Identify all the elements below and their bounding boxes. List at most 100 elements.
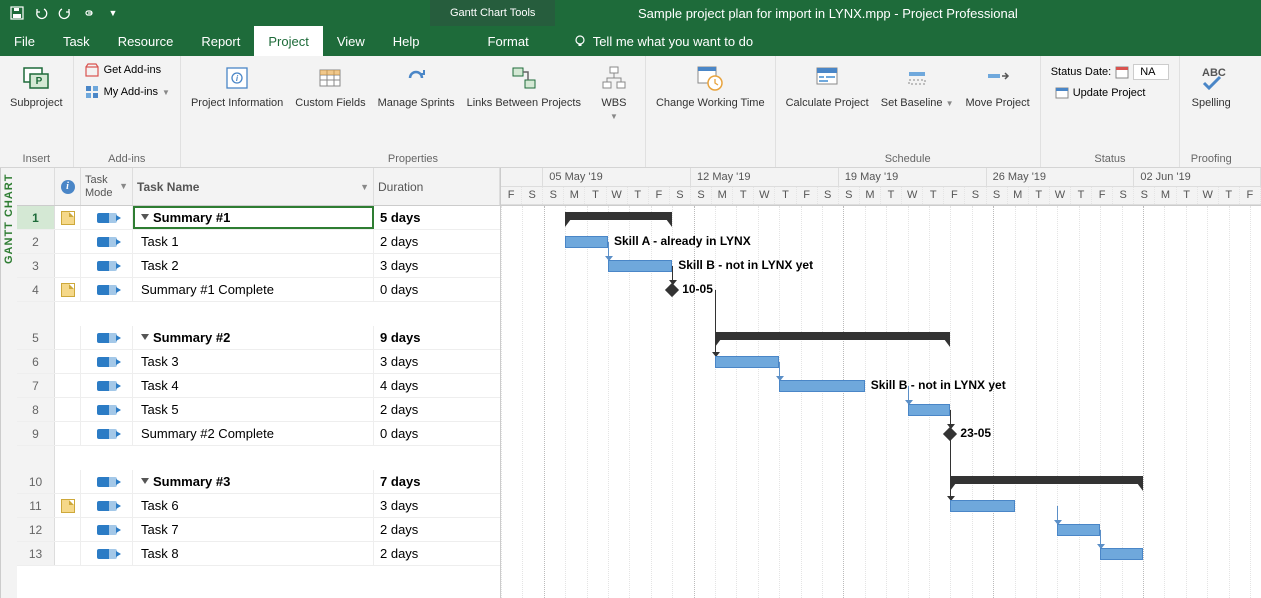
duration-cell[interactable]: 3 days: [374, 350, 500, 373]
menu-tab-file[interactable]: File: [0, 26, 49, 56]
menu-tab-resource[interactable]: Resource: [104, 26, 188, 56]
task-mode-cell[interactable]: [81, 278, 133, 301]
row-number[interactable]: 4: [17, 278, 55, 301]
collapse-icon[interactable]: [141, 214, 149, 220]
task-mode-cell[interactable]: [81, 374, 133, 397]
my-addins-button[interactable]: My Add-ins ▼: [80, 82, 174, 102]
duration-cell[interactable]: 0 days: [374, 422, 500, 445]
project-information-button[interactable]: iProject Information: [187, 60, 287, 146]
calculate-project-button[interactable]: Calculate Project: [782, 60, 873, 146]
duration-cell[interactable]: 2 days: [374, 398, 500, 421]
task-name-cell[interactable]: Task 7: [133, 518, 374, 541]
task-mode-cell[interactable]: [81, 398, 133, 421]
row-number[interactable]: 7: [17, 374, 55, 397]
subproject-button[interactable]: P Subproject: [6, 60, 67, 146]
row-number[interactable]: 8: [17, 398, 55, 421]
milestone[interactable]: [943, 427, 957, 441]
task-mode-cell[interactable]: [81, 518, 133, 541]
indicators-header[interactable]: i: [55, 168, 81, 205]
change-working-time-button[interactable]: Change Working Time: [652, 60, 769, 146]
task-mode-header[interactable]: Task Mode▼: [81, 168, 133, 205]
tell-me[interactable]: Tell me what you want to do: [573, 26, 753, 56]
task-name-cell[interactable]: Task 8: [133, 542, 374, 565]
task-mode-cell[interactable]: [81, 206, 133, 229]
link-icon[interactable]: [80, 4, 98, 22]
duration-cell[interactable]: 4 days: [374, 374, 500, 397]
task-name-cell[interactable]: Summary #3: [133, 470, 374, 493]
task-name-cell[interactable]: Summary #1 Complete: [133, 278, 374, 301]
task-name-cell[interactable]: Summary #2: [133, 326, 374, 349]
update-project-button[interactable]: Update Project: [1051, 84, 1170, 102]
menu-tab-project[interactable]: Project: [254, 26, 322, 56]
duration-cell[interactable]: 3 days: [374, 254, 500, 277]
summary-bar[interactable]: [950, 476, 1143, 484]
task-mode-cell[interactable]: [81, 542, 133, 565]
duration-cell[interactable]: 2 days: [374, 542, 500, 565]
task-row[interactable]: 12 Task 72 days: [17, 518, 500, 542]
task-row[interactable]: 8 Task 52 days: [17, 398, 500, 422]
task-row[interactable]: 9 Summary #2 Complete0 days: [17, 422, 500, 446]
duration-header[interactable]: Duration: [374, 168, 500, 205]
duration-cell[interactable]: 9 days: [374, 326, 500, 349]
task-row[interactable]: 6 Task 33 days: [17, 350, 500, 374]
collapse-icon[interactable]: [141, 478, 149, 484]
task-row[interactable]: 10Summary #37 days: [17, 470, 500, 494]
task-name-cell[interactable]: Summary #2 Complete: [133, 422, 374, 445]
gantt-bar[interactable]: [1100, 548, 1143, 560]
status-date-value[interactable]: NA: [1133, 64, 1169, 80]
task-row[interactable]: 7 Task 44 days: [17, 374, 500, 398]
row-number[interactable]: 1: [17, 206, 55, 229]
duration-cell[interactable]: 2 days: [374, 518, 500, 541]
row-number[interactable]: 10: [17, 470, 55, 493]
gantt-bar[interactable]: [779, 380, 865, 392]
menu-tab-view[interactable]: View: [323, 26, 379, 56]
row-number[interactable]: 5: [17, 326, 55, 349]
duration-cell[interactable]: 3 days: [374, 494, 500, 517]
set-baseline-button[interactable]: Set Baseline ▼: [877, 60, 958, 146]
redo-icon[interactable]: [56, 4, 74, 22]
task-mode-cell[interactable]: [81, 494, 133, 517]
move-project-button[interactable]: Move Project: [961, 60, 1033, 146]
task-name-header[interactable]: Task Name▼: [133, 168, 374, 205]
duration-cell[interactable]: 0 days: [374, 278, 500, 301]
undo-icon[interactable]: [32, 4, 50, 22]
summary-bar[interactable]: [565, 212, 672, 220]
qat-customize-icon[interactable]: ▼: [104, 4, 122, 22]
rownum-header[interactable]: [17, 168, 55, 205]
gantt-bar[interactable]: [950, 500, 1014, 512]
gantt-bar[interactable]: [715, 356, 779, 368]
summary-bar[interactable]: [715, 332, 950, 340]
gantt-bar[interactable]: [1057, 524, 1100, 536]
menu-tab-help[interactable]: Help: [379, 26, 434, 56]
task-name-cell[interactable]: Task 4: [133, 374, 374, 397]
task-mode-cell[interactable]: [81, 422, 133, 445]
row-number[interactable]: 2: [17, 230, 55, 253]
task-mode-cell[interactable]: [81, 230, 133, 253]
row-number[interactable]: 12: [17, 518, 55, 541]
task-mode-cell[interactable]: [81, 350, 133, 373]
task-row[interactable]: 4 Summary #1 Complete0 days: [17, 278, 500, 302]
task-row[interactable]: 5 Summary #29 days: [17, 326, 500, 350]
manage-sprints-button[interactable]: Manage Sprints: [374, 60, 459, 146]
task-name-cell[interactable]: Task 5: [133, 398, 374, 421]
duration-cell[interactable]: 2 days: [374, 230, 500, 253]
row-number[interactable]: 11: [17, 494, 55, 517]
links-between-projects-button[interactable]: Links Between Projects: [463, 60, 585, 146]
task-mode-cell[interactable]: [81, 470, 133, 493]
gantt-bar[interactable]: [608, 260, 672, 272]
row-number[interactable]: 13: [17, 542, 55, 565]
wbs-button[interactable]: WBS▼: [589, 60, 639, 146]
spelling-button[interactable]: ABCSpelling: [1186, 60, 1236, 146]
row-number[interactable]: 9: [17, 422, 55, 445]
row-number[interactable]: 6: [17, 350, 55, 373]
task-row[interactable]: 13 Task 82 days: [17, 542, 500, 566]
task-name-cell[interactable]: Task 3: [133, 350, 374, 373]
task-row[interactable]: 1Summary #15 days: [17, 206, 500, 230]
get-addins-button[interactable]: Get Add-ins: [80, 60, 174, 80]
task-mode-cell[interactable]: [81, 326, 133, 349]
gantt-bar[interactable]: [565, 236, 608, 248]
milestone[interactable]: [665, 283, 679, 297]
task-row[interactable]: 2Task 12 days: [17, 230, 500, 254]
task-name-cell[interactable]: Summary #1: [133, 206, 374, 229]
task-name-cell[interactable]: Task 2: [133, 254, 374, 277]
